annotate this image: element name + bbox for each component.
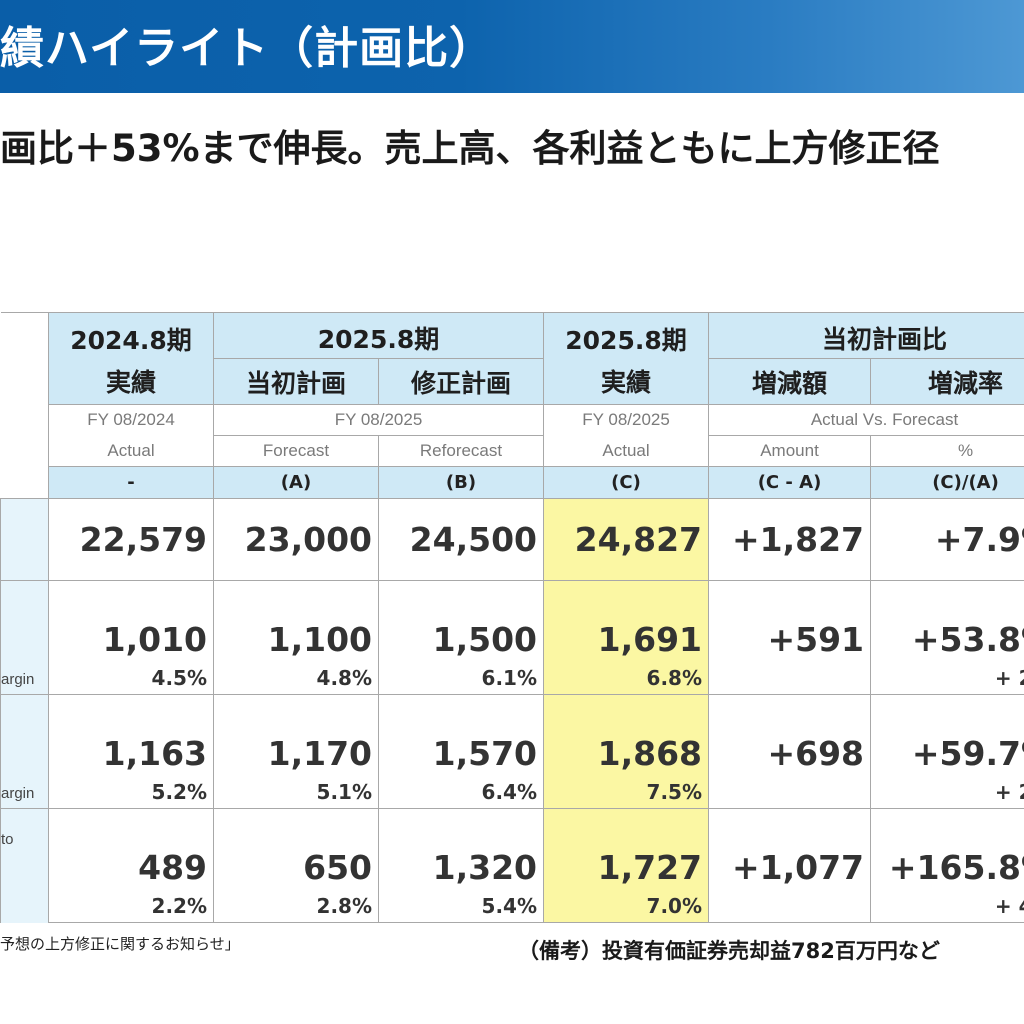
diff-amount-cell: +698 xyxy=(708,694,872,775)
value-cell: 1,570 xyxy=(377,694,545,775)
table-row: argin 1,010 1,100 1,500 1,691 +591 +53.8… xyxy=(0,580,1024,695)
margin-cell xyxy=(708,774,872,809)
remarks-note: （備考）投資有価証券売却益782百万円など xyxy=(518,939,940,963)
table-row: 22,579 23,000 24,500 24,827 +1,827 +7.9% xyxy=(0,498,1024,581)
col23-fy: FY 08/2025 xyxy=(212,404,545,436)
margin-cell: 5.1% xyxy=(213,774,379,809)
col4-code: (C) xyxy=(543,466,710,499)
diff-amount-cell: +1,827 xyxy=(708,498,872,581)
results-table-wrapper: 2024.8期 2025.8期 2025.8期 当初計画比 実績 当初計画 修正… xyxy=(0,312,1024,923)
value-cell: 489 xyxy=(48,808,214,889)
col1-en: Actual xyxy=(48,435,214,467)
col3-en: Reforecast xyxy=(377,435,545,467)
page-title: 績ハイライト（計画比） xyxy=(0,23,495,74)
actual-value-cell: 1,868 xyxy=(543,694,710,775)
col4-en: Actual xyxy=(543,435,710,467)
col2-jp: 当初計画 xyxy=(213,358,379,405)
margin-cell: 4.8% xyxy=(213,660,379,695)
row-label: argin xyxy=(1,785,35,802)
value-cell: 22,579 xyxy=(48,498,214,581)
corner-cell xyxy=(0,312,49,499)
diff-amount-cell: +591 xyxy=(708,580,872,661)
col1-code: - xyxy=(48,466,214,499)
actual-value-cell: 24,827 xyxy=(543,498,710,581)
margin-cell: 2.8% xyxy=(213,888,379,923)
row-label: to xyxy=(1,831,14,848)
margin-diff-cell: + 2.0 xyxy=(870,660,1024,695)
table-row: to 489 650 1,320 1,727 +1,077 +165.8% xyxy=(0,808,1024,923)
col6-jp: 増減率 xyxy=(870,358,1024,405)
margin-cell: 6.4% xyxy=(377,774,545,809)
comparison-group-title: 当初計画比 xyxy=(708,312,1024,359)
col3-jp: 修正計画 xyxy=(377,358,545,405)
diff-rate-cell: +165.8% xyxy=(870,808,1024,889)
value-cell: 24,500 xyxy=(377,498,545,581)
col6-code: (C)/(A) xyxy=(870,466,1024,499)
row-header: argin xyxy=(0,580,49,695)
value-cell: 23,000 xyxy=(213,498,379,581)
col2-code: (A) xyxy=(213,466,379,499)
title-banner: 績ハイライト（計画比） xyxy=(0,0,1024,93)
margin-diff-cell: + 4.1 xyxy=(870,888,1024,923)
diff-rate-cell: +7.9% xyxy=(870,498,1024,581)
col5-en: Amount xyxy=(708,435,872,467)
actual-value-cell: 1,727 xyxy=(543,808,710,889)
margin-cell xyxy=(708,888,872,923)
margin-cell xyxy=(708,660,872,695)
margin-cell: 5.2% xyxy=(48,774,214,809)
headline-summary: 画比＋53%まで伸長。売上高、各利益ともに上方修正径 xyxy=(0,127,940,170)
table-row: argin 1,163 1,170 1,570 1,868 +698 +59.7… xyxy=(0,694,1024,809)
margin-diff-cell: + 2.4 xyxy=(870,774,1024,809)
col3-code: (B) xyxy=(377,466,545,499)
value-cell: 1,170 xyxy=(213,694,379,775)
diff-rate-cell: +59.7% xyxy=(870,694,1024,775)
value-cell: 650 xyxy=(213,808,379,889)
table-row-margin: 5.2% 5.1% 6.4% 7.5% + 2.4 xyxy=(1,774,1024,809)
margin-cell: 4.5% xyxy=(48,660,214,695)
value-cell: 1,163 xyxy=(48,694,214,775)
col4-jp: 実績 xyxy=(543,358,710,405)
margin-cell: 6.1% xyxy=(377,660,545,695)
margin-cell: 5.4% xyxy=(377,888,545,923)
actual-margin-cell: 6.8% xyxy=(543,660,710,695)
actual-value-cell: 1,691 xyxy=(543,580,710,661)
col56-fy: Actual Vs. Forecast xyxy=(708,404,1024,436)
col23-year: 2025.8期 xyxy=(212,312,545,359)
row-label: argin xyxy=(1,671,35,688)
value-cell: 1,010 xyxy=(48,580,214,661)
col4-fy: FY 08/2025 xyxy=(543,404,710,436)
col1-jp: 実績 xyxy=(48,358,214,405)
diff-amount-cell: +1,077 xyxy=(708,808,872,889)
results-table: 2024.8期 2025.8期 2025.8期 当初計画比 実績 当初計画 修正… xyxy=(0,312,1024,923)
col6-en: % xyxy=(870,435,1024,467)
col2-en: Forecast xyxy=(213,435,379,467)
diff-rate-cell: +53.8% xyxy=(870,580,1024,661)
row-header: to xyxy=(0,808,49,923)
margin-cell: 2.2% xyxy=(48,888,214,923)
value-cell: 1,500 xyxy=(377,580,545,661)
source-note: 予想の上方修正に関するお知らせ」 xyxy=(0,935,240,953)
col1-fy: FY 08/2024 xyxy=(48,404,214,436)
table-row-margin: 4.5% 4.8% 6.1% 6.8% + 2.0 xyxy=(1,660,1024,695)
col5-code: (C - A) xyxy=(708,466,872,499)
value-cell: 1,320 xyxy=(377,808,545,889)
col1-year: 2024.8期 xyxy=(48,312,214,359)
col5-jp: 増減額 xyxy=(708,358,872,405)
actual-margin-cell: 7.5% xyxy=(543,774,710,809)
row-label xyxy=(0,498,49,581)
col4-year: 2025.8期 xyxy=(543,312,710,359)
row-header: argin xyxy=(0,694,49,809)
table-row-margin: 2.2% 2.8% 5.4% 7.0% + 4.1 xyxy=(1,888,1024,923)
value-cell: 1,100 xyxy=(213,580,379,661)
actual-margin-cell: 7.0% xyxy=(543,888,710,923)
